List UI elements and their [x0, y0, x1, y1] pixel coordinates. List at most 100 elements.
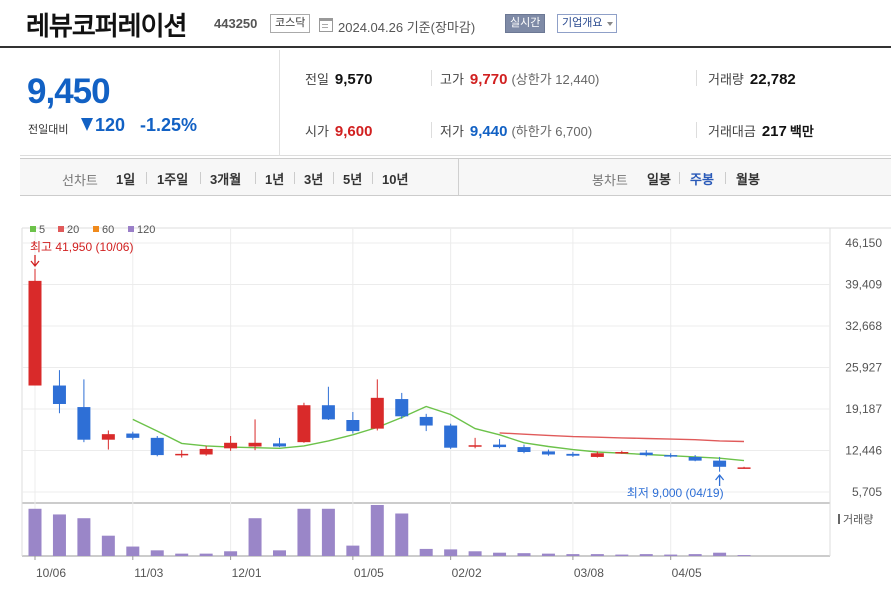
current-price: 9,450	[27, 72, 111, 111]
volume-bar	[126, 546, 140, 556]
candle-monthly[interactable]: 월봉	[736, 172, 760, 187]
y-tick-label: 32,668	[845, 319, 882, 333]
volume-bar	[199, 553, 213, 556]
volume-bar	[52, 514, 66, 556]
company-name: 레뷰코퍼레이션	[26, 11, 187, 41]
divider	[696, 70, 697, 86]
divider	[431, 70, 432, 86]
candle-body	[541, 451, 555, 455]
x-tick-label: 11/03	[134, 566, 163, 580]
volume-bar	[248, 518, 262, 556]
candle-body	[639, 452, 653, 456]
volume-bar	[639, 554, 653, 556]
range-3m[interactable]: 3개월	[210, 172, 242, 187]
x-tick-label: 01/05	[354, 566, 384, 580]
y-tick-label: 46,150	[845, 236, 882, 250]
range-1w[interactable]: 1주일	[157, 172, 189, 187]
volume-bar	[321, 508, 335, 556]
range-bar: 선차트 1일 1주일 3개월 1년 3년 5년 10년 봉차트 일봉 주봉 월봉	[20, 158, 891, 196]
volume-bar	[175, 553, 189, 556]
legend-swatch	[30, 226, 36, 232]
volume-label: 거래량	[843, 513, 873, 526]
y-tick-label: 5,705	[852, 485, 882, 499]
legend-label: 120	[137, 224, 155, 236]
volume-bar	[566, 554, 580, 556]
ma20-line	[499, 432, 745, 443]
low-arrow-icon	[715, 473, 725, 486]
divider	[696, 122, 697, 138]
y-tick-label: 12,446	[845, 444, 882, 458]
candle-body	[664, 455, 678, 457]
low-price: 저가 9,440 (하한가 6,700)	[440, 123, 593, 140]
realtime-button[interactable]: 실시간	[505, 14, 546, 33]
candle-body	[224, 442, 238, 449]
range-10y[interactable]: 10년	[382, 172, 409, 187]
candle-body	[468, 445, 482, 447]
volume-bar	[370, 505, 384, 556]
volume-bar	[101, 535, 115, 556]
candle-body	[517, 447, 531, 453]
x-tick-label: 10/06	[36, 566, 66, 580]
change-label: 전일대비	[28, 124, 69, 136]
candle-body	[370, 397, 384, 429]
prev-close: 전일 9,570	[305, 71, 373, 88]
candle-body	[419, 416, 433, 426]
change-percent: -1.25%	[140, 115, 198, 135]
down-arrow-icon	[81, 118, 93, 131]
x-tick-label: 03/08	[574, 566, 604, 580]
price-box: 9,450 전일대비 120 -1.25%	[20, 50, 280, 156]
company-overview-dropdown[interactable]: 기업개요	[557, 14, 618, 33]
volume-bar	[688, 554, 702, 556]
range-1y[interactable]: 1년	[265, 172, 285, 187]
range-3y[interactable]: 3년	[304, 172, 324, 187]
stock-code: 443250	[214, 16, 258, 31]
candle-body	[590, 453, 604, 457]
legend-swatch	[58, 226, 64, 232]
volume-bar	[297, 508, 311, 556]
candle-weekly[interactable]: 주봉	[690, 172, 714, 187]
volume-bar	[224, 551, 238, 556]
volume-bar	[77, 518, 91, 556]
candle-daily[interactable]: 일봉	[647, 172, 671, 187]
line-chart-label: 선차트	[62, 173, 98, 188]
candle-chart-label: 봉차트	[592, 173, 628, 188]
chevron-down-icon	[607, 22, 614, 26]
volume-bar	[468, 551, 482, 556]
candle-body	[346, 419, 360, 432]
y-tick-label: 39,409	[845, 278, 882, 292]
candle-body	[493, 444, 507, 448]
y-tick-label: 25,927	[845, 361, 882, 375]
volume-bar	[713, 552, 727, 556]
x-tick-label: 12/01	[232, 566, 262, 580]
candle-body	[444, 425, 458, 448]
range-1d[interactable]: 1일	[116, 172, 136, 187]
quote-summary: 9,450 전일대비 120 -1.25% 전일 9,570 고가 9,770 (상한…	[20, 50, 891, 156]
candle-body	[199, 448, 213, 455]
candle-body	[737, 467, 751, 469]
candle-body	[52, 385, 66, 404]
volume-bar	[419, 548, 433, 556]
candle-body	[126, 433, 140, 438]
high-arrow-icon	[30, 255, 40, 268]
volume-bar	[664, 554, 678, 556]
legend-swatch	[93, 226, 99, 232]
volume-bar	[28, 508, 42, 556]
volume-bar	[541, 553, 555, 556]
high-annotation: 최고 41,950 (10/06)	[30, 240, 133, 254]
range-5y[interactable]: 5년	[343, 172, 363, 187]
candle-body	[273, 443, 286, 447]
change-amount: 120	[95, 115, 126, 135]
candle-body	[28, 280, 42, 386]
volume-label-marker	[838, 514, 840, 524]
open-price: 시가 9,600	[305, 123, 373, 140]
candle-body	[77, 407, 91, 440]
volume-bar	[273, 550, 286, 556]
divider	[431, 122, 432, 138]
x-tick-label: 04/05	[672, 566, 702, 580]
candle-body	[248, 442, 262, 447]
candle-body	[566, 453, 580, 456]
ma5-line	[132, 405, 745, 462]
candle-body	[688, 456, 702, 461]
volume-bar	[444, 549, 458, 556]
volume-bar	[737, 555, 751, 556]
